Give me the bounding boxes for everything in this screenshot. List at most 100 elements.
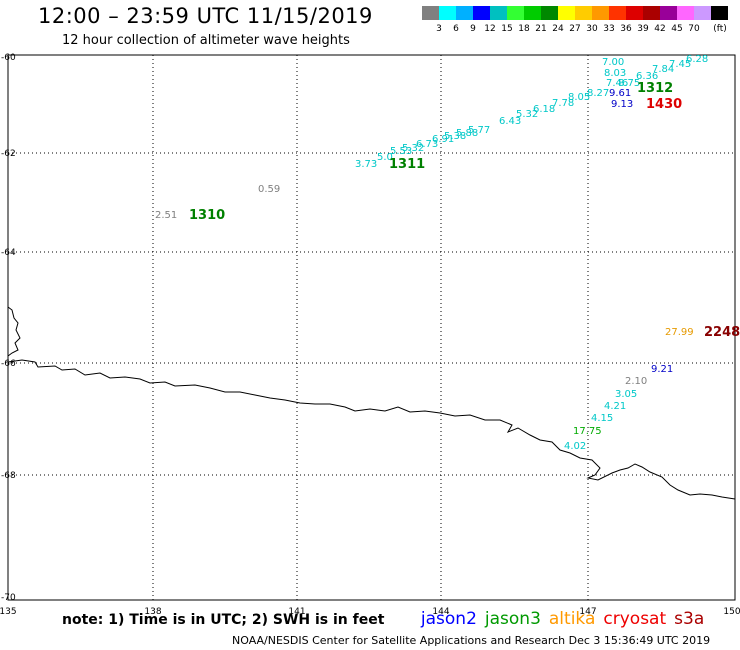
wave-height-reading: 5.0 bbox=[377, 152, 393, 163]
colorbar-label: 70 bbox=[688, 24, 700, 34]
pass-time-label: 2248 bbox=[704, 325, 740, 340]
colorbar-swatch bbox=[575, 6, 592, 20]
wave-height-reading: 8.05 bbox=[568, 92, 590, 103]
wave-height-reading: 27.99 bbox=[665, 327, 694, 338]
colorbar-swatch bbox=[660, 6, 677, 20]
colorbar-swatch bbox=[456, 6, 473, 20]
page-title: 12:00 – 23:59 UTC 11/15/2019 bbox=[38, 4, 373, 28]
wave-height-reading: 6.18 bbox=[533, 104, 555, 115]
pass-time-label: 1311 bbox=[389, 157, 425, 172]
wave-height-reading: 5.32 bbox=[402, 143, 424, 154]
colorbar-swatch bbox=[439, 6, 456, 20]
wave-height-reading: 6.91 bbox=[432, 134, 454, 145]
wave-height-reading: 4.02 bbox=[564, 441, 586, 452]
colorbar-label: 24 bbox=[552, 24, 564, 34]
y-tick-label: -66 bbox=[1, 359, 16, 369]
wave-height-reading: 5.32 bbox=[516, 109, 538, 120]
page-subtitle: 12 hour collection of altimeter wave hei… bbox=[62, 33, 350, 48]
colorbar-label: 39 bbox=[637, 24, 649, 34]
wave-height-reading: 2.10 bbox=[625, 376, 647, 387]
x-tick-label: 141 bbox=[288, 607, 305, 617]
wave-height-reading: 7.84 bbox=[652, 64, 674, 75]
colorbar-label: 3 bbox=[436, 24, 442, 34]
pass-time-label: 1310 bbox=[189, 208, 225, 223]
colorbar-label: 6 bbox=[453, 24, 459, 34]
wave-height-reading: 4.21 bbox=[604, 401, 626, 412]
x-tick-label: 135 bbox=[0, 607, 17, 617]
y-tick-label: -60 bbox=[1, 53, 16, 63]
colorbar-label: 30 bbox=[586, 24, 598, 34]
satellite-legend-item: altika bbox=[548, 609, 596, 629]
pass-time-label: 1430 bbox=[646, 97, 682, 112]
colorbar-swatch bbox=[592, 6, 609, 20]
colorbar-swatch bbox=[524, 6, 541, 20]
colorbar-swatch bbox=[558, 6, 575, 20]
colorbar-label: 15 bbox=[501, 24, 512, 34]
colorbar-label: 21 bbox=[535, 24, 546, 34]
colorbar-swatch bbox=[711, 6, 728, 20]
colorbar-swatch bbox=[473, 6, 490, 20]
wave-height-reading: 5.88 bbox=[456, 128, 478, 139]
wave-height-reading: 5.38 bbox=[444, 131, 466, 142]
colorbar-swatch bbox=[422, 6, 439, 20]
x-tick-labels: 135 138 141 144 147 150 bbox=[0, 607, 740, 617]
wave-height-reading: 6.73 bbox=[416, 139, 438, 150]
satellite-legend-item: jason2 bbox=[420, 609, 477, 629]
x-tick-label: 150 bbox=[723, 607, 740, 617]
colorbar-unit: (ft) bbox=[713, 24, 727, 34]
wave-height-reading: 7.46 bbox=[606, 78, 628, 89]
colorbar-label: 9 bbox=[470, 24, 476, 34]
color-scale-legend: 3 6 9 12 15 18 21 24 27 30 33 36 39 42 45 70 (ft) bbox=[422, 6, 728, 34]
wave-height-readings: 2.510.593.735.05.535.326.736.915.385.885… bbox=[155, 54, 708, 452]
wave-height-reading: 9.61 bbox=[609, 88, 631, 99]
wave-height-reading: 9.21 bbox=[651, 364, 673, 375]
y-tick-labels: -60 -62 -64 -66 -68 -70 bbox=[1, 53, 16, 603]
y-tick-label: -62 bbox=[1, 149, 16, 159]
y-tick-label: -68 bbox=[1, 471, 16, 481]
wave-height-reading: 8.03 bbox=[604, 68, 626, 79]
pass-time-label: 1312 bbox=[637, 81, 673, 96]
coastline bbox=[7, 306, 736, 500]
wave-height-reading: 7.78 bbox=[552, 98, 574, 109]
x-tick-label: 138 bbox=[144, 607, 161, 617]
footer-note: note: 1) Time is in UTC; 2) SWH is in fe… bbox=[62, 612, 385, 628]
satellite-legend-item: cryosat bbox=[603, 609, 667, 629]
wave-height-reading: 2.51 bbox=[155, 210, 177, 221]
satellite-legend-item: jason3 bbox=[484, 609, 541, 629]
wave-height-reading: 0.59 bbox=[258, 184, 280, 195]
wave-height-reading: 4.15 bbox=[591, 413, 613, 424]
wave-height-reading: 7.00 bbox=[602, 57, 624, 68]
wave-height-reading: 5.53 bbox=[390, 146, 412, 157]
wave-height-reading: 3.73 bbox=[355, 159, 377, 170]
colorbar-swatch bbox=[541, 6, 558, 20]
wave-height-reading: 17.75 bbox=[573, 426, 602, 437]
wave-height-reading: 6.43 bbox=[499, 116, 521, 127]
colorbar-swatch bbox=[626, 6, 643, 20]
colorbar-label: 18 bbox=[518, 24, 530, 34]
x-tick-label: 147 bbox=[579, 607, 596, 617]
colorbar-label: 12 bbox=[484, 24, 495, 34]
colorbar-label: 42 bbox=[654, 24, 665, 34]
wave-height-reading: 8.27 bbox=[587, 88, 609, 99]
satellite-legend-item: s3a bbox=[674, 609, 705, 629]
wave-height-reading: 8.75 bbox=[618, 78, 640, 89]
footer-legend: note: 1) Time is in UTC; 2) SWH is in fe… bbox=[62, 609, 712, 629]
wave-height-reading: 6.28 bbox=[686, 54, 708, 65]
wave-height-reading: 9.13 bbox=[611, 99, 633, 110]
colorbar-label: 27 bbox=[569, 24, 580, 34]
satellite-legend: jason2 jason3 altika cryosat s3a bbox=[420, 609, 712, 629]
colorbar-swatch bbox=[609, 6, 626, 20]
colorbar-swatch bbox=[490, 6, 507, 20]
colorbar-swatch bbox=[507, 6, 524, 20]
wave-height-reading: 3.05 bbox=[615, 389, 637, 400]
y-tick-label: -70 bbox=[1, 593, 16, 603]
wave-height-reading: 7.45 bbox=[669, 59, 691, 70]
map-frame bbox=[7, 54, 736, 601]
colorbar-swatch bbox=[677, 6, 694, 20]
colorbar-swatch bbox=[694, 6, 711, 20]
x-tick-label: 144 bbox=[432, 607, 449, 617]
y-tick-label: -64 bbox=[1, 248, 16, 258]
colorbar-label: 45 bbox=[671, 24, 682, 34]
colorbar-label: 33 bbox=[603, 24, 614, 34]
